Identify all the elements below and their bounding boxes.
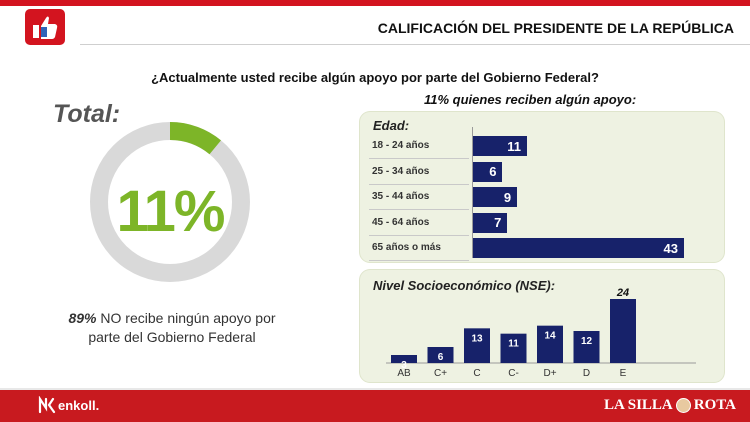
seal-icon bbox=[675, 398, 691, 413]
nse-category-label: C bbox=[473, 368, 480, 379]
age-row-divider bbox=[369, 260, 469, 261]
nse-category-label: C- bbox=[508, 368, 519, 379]
age-bar: 6 bbox=[473, 161, 503, 182]
thumbs-up-logo bbox=[25, 9, 65, 45]
survey-subquestion: 11% quienes reciben algún apoyo: bbox=[424, 92, 637, 107]
age-panel bbox=[360, 112, 724, 262]
total-label: Total: bbox=[53, 100, 121, 128]
footer-divider bbox=[0, 388, 750, 390]
age-bar: 11 bbox=[473, 136, 527, 156]
nse-category-label: D bbox=[583, 368, 590, 379]
nse-bar bbox=[391, 355, 417, 363]
nse-category-label: D+ bbox=[543, 368, 556, 379]
lasillarota-text-2: ROTA bbox=[693, 397, 736, 413]
nse-chart: 3AB 6 C+ 13 C 11 C- 14 D+ 12 D 24 E bbox=[386, 287, 696, 379]
age-bar-value: 6 bbox=[489, 164, 497, 179]
donut-value: 11% bbox=[116, 179, 226, 244]
donut-chart bbox=[90, 122, 250, 282]
nse-bar-value: 13 bbox=[471, 333, 483, 344]
total-note: 89% NO recibe ningún apoyo por parte del… bbox=[62, 309, 282, 347]
age-label: 45 - 64 años bbox=[372, 216, 430, 228]
top-accent-bar bbox=[0, 0, 750, 6]
nse-bar bbox=[610, 299, 636, 363]
nse-bar-value: 12 bbox=[581, 336, 593, 347]
lasillarota-text-1: LA SILLA bbox=[603, 397, 673, 413]
nse-panel-title: Nivel Socioeconómico (NSE): bbox=[373, 278, 556, 293]
nse-bar-value: 11 bbox=[508, 339, 519, 350]
age-bar-value: 9 bbox=[503, 189, 512, 205]
age-bar: 43 bbox=[473, 238, 684, 258]
age-row-divider bbox=[369, 158, 469, 159]
footer-bar bbox=[0, 390, 750, 422]
nse-bar bbox=[573, 331, 600, 363]
header-divider bbox=[80, 44, 750, 45]
donut-arc-yes bbox=[169, 122, 221, 155]
nse-bar-value: 14 bbox=[544, 331, 556, 342]
header-title: CALIFICACIÓN DEL PRESIDENTE DE LA REPÚBL… bbox=[377, 20, 734, 36]
age-bar-value: 7 bbox=[494, 215, 502, 230]
nse-bar-value: 3 bbox=[401, 360, 407, 371]
age-row-divider bbox=[369, 183, 469, 185]
thumbs-up-icon bbox=[33, 16, 58, 39]
enkoll-brand: enkoll. bbox=[38, 396, 99, 414]
total-note-text: NO recibe ningún apoyo por parte del Gob… bbox=[88, 310, 276, 345]
total-note-pct: 89% bbox=[68, 310, 97, 326]
age-bar: 9 bbox=[473, 187, 518, 207]
age-row-divider bbox=[369, 209, 469, 210]
donut-svg bbox=[90, 122, 250, 282]
age-label: 25 - 34 años bbox=[372, 165, 430, 177]
nse-bar bbox=[464, 328, 490, 363]
age-bar-value: 11 bbox=[507, 138, 521, 154]
age-label: 18 - 24 años bbox=[372, 140, 430, 151]
lasillarota-brand: LA SILLA ROTA bbox=[604, 397, 736, 414]
age-row-divider bbox=[369, 234, 469, 236]
age-bar-value: 43 bbox=[663, 240, 678, 256]
nse-category-label: AB bbox=[397, 368, 411, 379]
age-label: 35 - 44 años bbox=[372, 191, 430, 202]
age-axis-line bbox=[472, 127, 473, 258]
nse-bar-value: 6 bbox=[438, 352, 444, 363]
age-label: 65 años o más bbox=[372, 242, 441, 253]
survey-question: ¿Actualmente usted recibe algún apoyo po… bbox=[151, 70, 599, 85]
nse-category-label: E bbox=[620, 368, 627, 379]
nse-bar bbox=[427, 347, 454, 363]
nse-bar bbox=[537, 325, 563, 363]
enkoll-logo-icon bbox=[38, 396, 56, 414]
age-bar: 7 bbox=[473, 212, 508, 233]
age-panel-title: Edad: bbox=[373, 118, 410, 133]
enkoll-text: enkoll. bbox=[58, 397, 100, 413]
nse-category-label: C+ bbox=[434, 368, 447, 379]
nse-bar-value: 24 bbox=[616, 287, 629, 299]
nse-bar bbox=[500, 333, 527, 363]
